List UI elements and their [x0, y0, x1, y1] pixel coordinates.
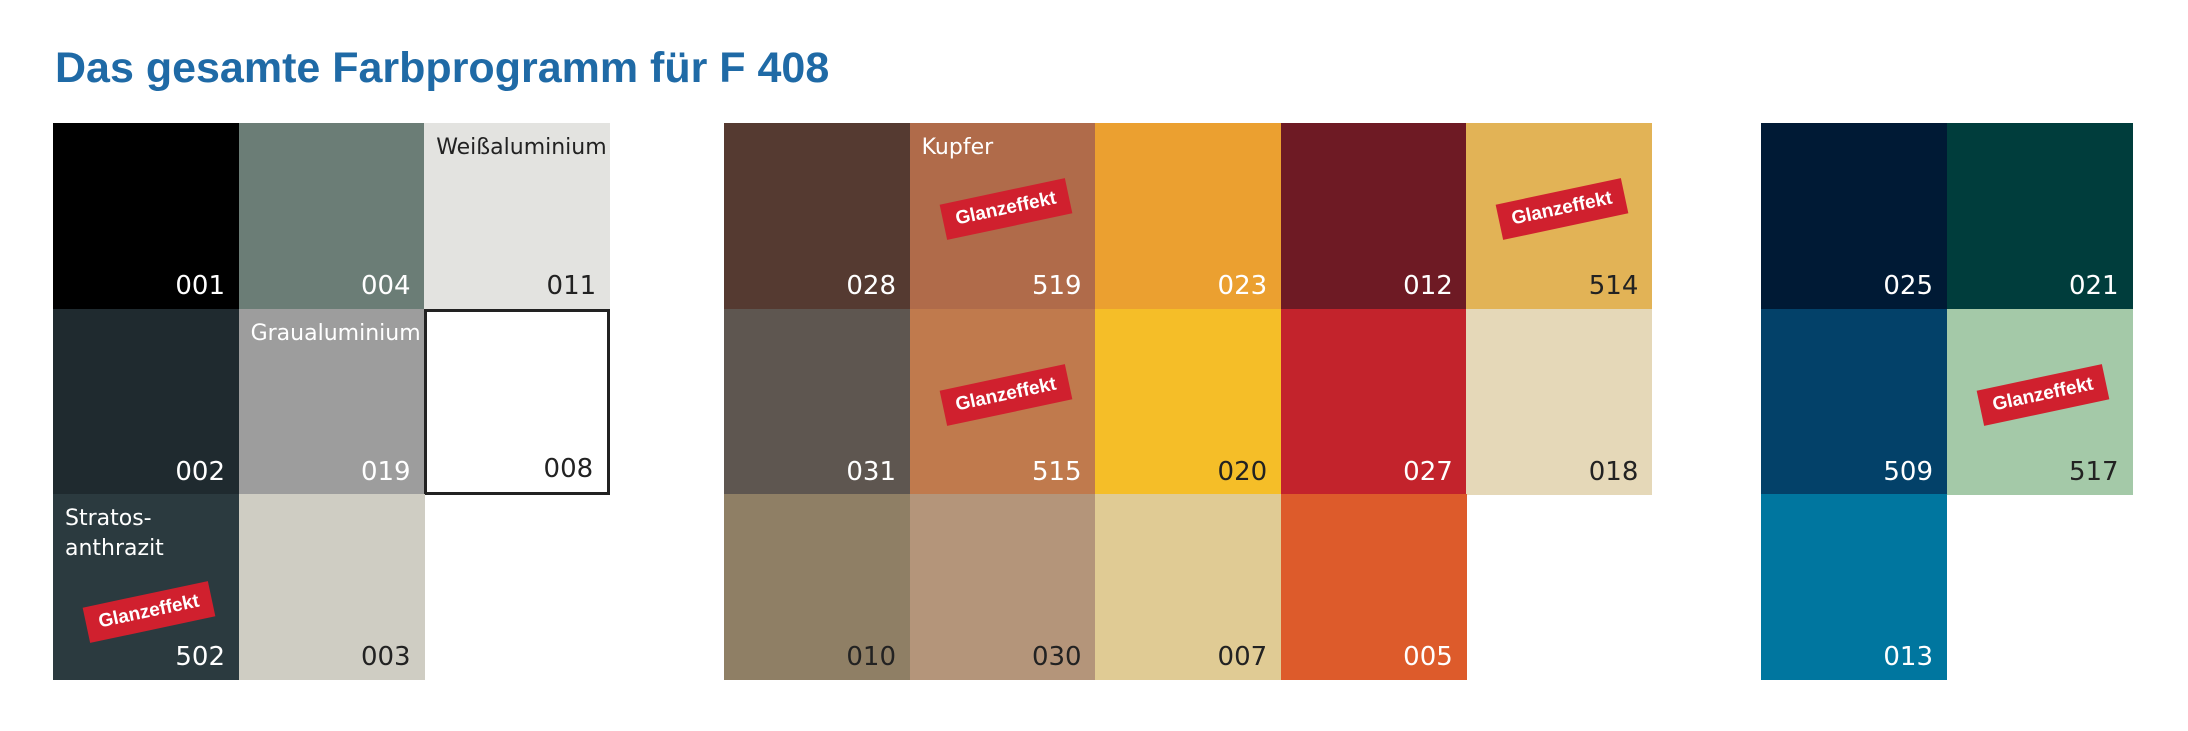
- color-name: Kupfer: [921, 135, 994, 160]
- color-swatch: 031: [724, 308, 910, 495]
- color-code: 027: [1403, 456, 1453, 487]
- color-code: 002: [175, 456, 225, 487]
- color-swatch: 003: [238, 494, 425, 681]
- color-swatch: 002: [53, 308, 239, 495]
- color-code: 004: [360, 271, 411, 301]
- color-swatch: 515 Glanzeffekt: [909, 308, 1096, 495]
- color-code: 031: [846, 456, 896, 487]
- gloss-badge: Glanzeffekt: [1976, 363, 2109, 426]
- color-name: Weißaluminium: [436, 135, 607, 160]
- color-swatch: 010: [724, 494, 910, 681]
- color-code: 003: [360, 642, 411, 673]
- color-code: 020: [1217, 456, 1268, 487]
- color-swatch: 020: [1095, 308, 1282, 495]
- color-swatch: 030: [909, 494, 1096, 681]
- color-swatch: 502 Stratos- anthrazit Glanzeffekt: [53, 494, 239, 681]
- color-code: 010: [846, 642, 896, 673]
- color-swatch: 013: [1761, 494, 1947, 681]
- color-code: 008: [543, 453, 594, 484]
- color-swatch: 004: [238, 123, 425, 309]
- color-code: 028: [846, 271, 896, 301]
- color-code: 012: [1403, 271, 1453, 301]
- color-swatch: 012: [1280, 123, 1467, 309]
- color-code: 023: [1217, 271, 1268, 301]
- color-code: 517: [2068, 456, 2119, 487]
- color-code: 018: [1588, 456, 1639, 487]
- page-title: Das gesamte Farbprogramm für F 408: [55, 44, 830, 92]
- color-code: 515: [1031, 456, 1082, 487]
- color-swatch: 005: [1280, 494, 1467, 681]
- color-code: 025: [1883, 271, 1933, 301]
- color-swatch: 007: [1095, 494, 1282, 681]
- gloss-badge: Glanzeffekt: [82, 581, 216, 644]
- color-code: 519: [1031, 271, 1082, 301]
- color-swatch: 008: [424, 308, 611, 495]
- color-code: 514: [1588, 271, 1639, 301]
- color-swatch: 027: [1280, 308, 1467, 495]
- color-swatch: 023: [1095, 123, 1282, 309]
- color-code: 001: [175, 271, 225, 301]
- color-name: Stratos- anthrazit: [65, 506, 164, 562]
- color-swatch: 519 Kupfer Glanzeffekt: [909, 123, 1096, 309]
- color-code: 019: [360, 456, 411, 487]
- color-code: 005: [1403, 642, 1453, 673]
- gloss-badge: Glanzeffekt: [1496, 178, 1629, 240]
- color-swatch: 019 Graualuminium: [238, 308, 425, 495]
- color-swatch: 028: [724, 123, 910, 309]
- color-code: 502: [175, 642, 225, 673]
- color-swatch: 517 Glanzeffekt: [1946, 308, 2133, 495]
- color-swatch: 514 Glanzeffekt: [1466, 123, 1653, 309]
- color-code: 509: [1883, 456, 1933, 487]
- color-name: Graualuminium: [250, 320, 421, 346]
- gloss-badge: Glanzeffekt: [939, 178, 1072, 240]
- color-code: 007: [1217, 642, 1268, 673]
- color-code: 030: [1031, 642, 1082, 673]
- color-code: 011: [546, 271, 597, 301]
- gloss-badge: Glanzeffekt: [939, 363, 1072, 426]
- color-swatch: 025: [1761, 123, 1947, 309]
- color-swatch: 018: [1466, 308, 1653, 495]
- color-swatch: 001: [53, 123, 239, 309]
- color-swatch: 021: [1946, 123, 2133, 309]
- color-swatch: 509: [1761, 308, 1947, 495]
- color-code: 013: [1883, 642, 1933, 673]
- color-code: 021: [2068, 271, 2119, 301]
- color-swatch: 011 Weißaluminium: [424, 123, 611, 309]
